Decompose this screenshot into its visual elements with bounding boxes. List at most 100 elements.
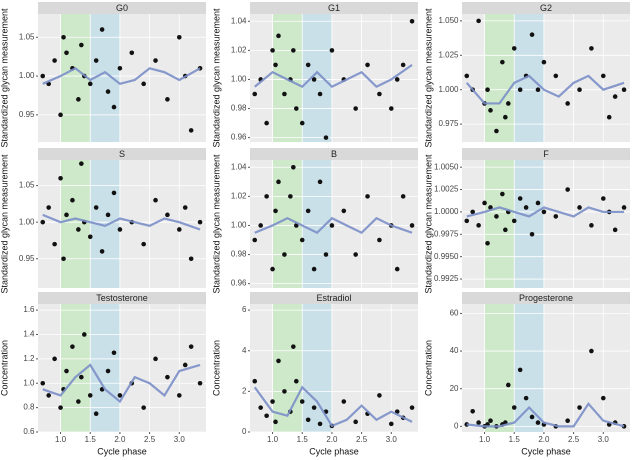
point (535, 420, 541, 425)
phase-band (514, 160, 544, 288)
y-tick-label: 1.00 (231, 75, 247, 84)
y-tick-label: 0.9925 (434, 274, 459, 283)
point (488, 418, 493, 424)
y-tick-label: 1.04 (231, 16, 247, 25)
x-tick-label: 3.0 (386, 435, 398, 444)
point (377, 393, 382, 398)
panel-title: G0 (116, 3, 128, 13)
y-tick-label: 4 (242, 346, 247, 355)
point (61, 34, 66, 40)
point (117, 66, 123, 71)
x-tick-label: 1.0 (267, 435, 279, 444)
point (470, 408, 475, 414)
point (388, 421, 394, 427)
x-axis-label: Cycle phase (521, 446, 571, 456)
panel-title: G2 (540, 3, 552, 13)
strip (462, 292, 630, 304)
y-tick-label: 1.2 (23, 354, 35, 363)
point (93, 58, 99, 63)
point (400, 62, 406, 68)
point (288, 194, 293, 199)
y-tick-label: 0.98 (231, 250, 247, 259)
y-tick-label: 1.6 (23, 305, 35, 314)
point (323, 252, 329, 257)
point (464, 73, 470, 79)
point (511, 46, 517, 51)
point (353, 106, 358, 111)
point (589, 223, 594, 228)
point (64, 368, 69, 374)
point (264, 413, 269, 419)
point (58, 112, 63, 118)
phase-band (302, 14, 332, 142)
point (621, 205, 627, 210)
point (299, 399, 305, 404)
point (511, 218, 517, 224)
point (311, 405, 317, 410)
y-axis-label: Standardized glycan measurement (0, 154, 9, 294)
strip (462, 148, 630, 160)
point (482, 200, 487, 206)
point (40, 73, 46, 79)
point (377, 91, 382, 97)
point (500, 191, 505, 197)
panel-title: G1 (328, 3, 340, 13)
x-tick-label: 1.5 (509, 435, 521, 444)
point (353, 419, 358, 425)
point (600, 196, 606, 201)
point (165, 374, 170, 380)
point (282, 389, 287, 394)
y-tick-label: 0 (454, 421, 459, 430)
point (282, 252, 287, 257)
point (188, 128, 194, 133)
point (621, 87, 627, 92)
point (553, 73, 559, 79)
y-tick-label: 1.00 (19, 217, 35, 226)
point (165, 212, 170, 218)
strip (462, 2, 630, 14)
point (612, 94, 618, 99)
point (305, 208, 311, 214)
y-tick-label: 0.6 (23, 427, 35, 436)
strip (250, 148, 418, 160)
x-tick-label: 2.5 (144, 435, 156, 444)
point (400, 194, 406, 199)
phase-band (272, 304, 303, 432)
point (52, 58, 57, 63)
x-tick-label: 2.0 (114, 435, 126, 444)
point (273, 62, 278, 68)
trend-line (466, 206, 625, 218)
x-tick-label: 1.5 (85, 435, 97, 444)
point (517, 367, 523, 373)
x-tick-label: 2.5 (568, 435, 580, 444)
point (464, 218, 470, 224)
y-axis-label: Standardized glycan measurement (423, 8, 433, 148)
y-tick-label: 0.9950 (434, 252, 459, 261)
point (46, 393, 51, 398)
point (500, 59, 505, 65)
point (535, 87, 541, 92)
x-tick-label: 1.5 (297, 435, 309, 444)
strip (38, 2, 206, 14)
y-tick-label: 1.0 (23, 378, 35, 387)
point (99, 249, 105, 254)
point (529, 32, 535, 37)
strip (38, 292, 206, 304)
y-tick-label: 0.975 (438, 119, 459, 128)
point (506, 382, 511, 388)
point (305, 417, 311, 423)
point (311, 77, 317, 82)
y-tick-label: 20 (450, 384, 459, 393)
point (485, 87, 490, 92)
point (317, 179, 323, 185)
point (494, 214, 499, 219)
point (577, 405, 582, 410)
point (153, 58, 158, 63)
phase-band (484, 14, 515, 142)
point (40, 380, 46, 386)
point (76, 227, 81, 232)
y-axis-label: Standardized glycan measurement (211, 154, 221, 294)
phase-band (484, 160, 515, 288)
point (87, 81, 93, 87)
trend-line (42, 213, 201, 231)
